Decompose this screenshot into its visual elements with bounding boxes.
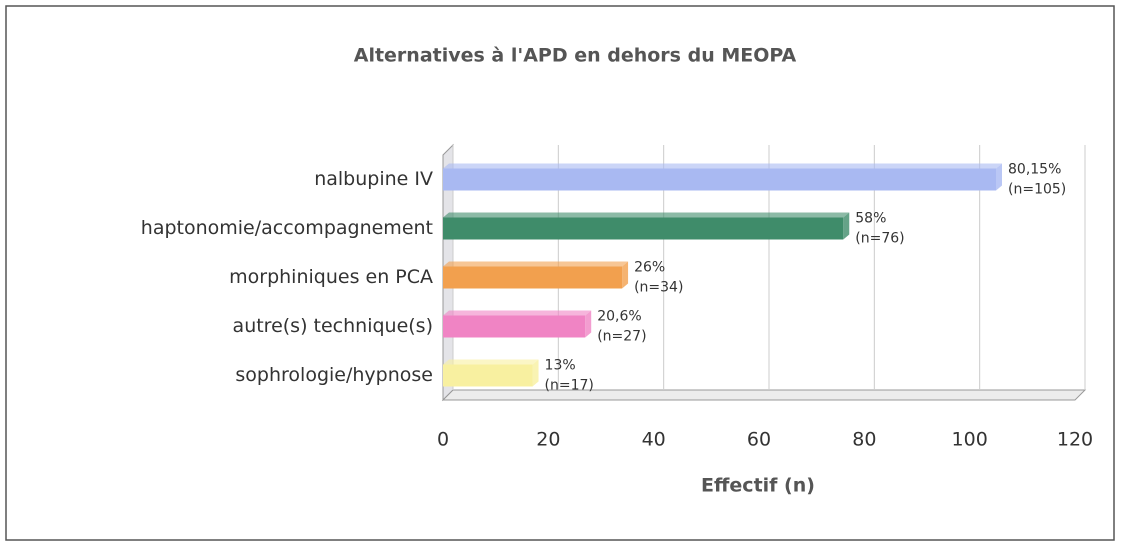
plot-floor [441,389,1087,401]
bar-side [996,163,1002,191]
bar [443,168,996,191]
bar-side [843,212,850,240]
x-tick-label: 20 [536,429,560,451]
data-label: 26% [634,260,665,276]
x-tick-label: 60 [747,429,771,451]
data-label: 20,6% [597,309,641,325]
data-label: (n=76) [855,231,904,247]
data-label: (n=17) [545,378,594,394]
data-label: (n=34) [634,280,683,296]
x-tick-label: 80 [852,429,876,451]
y-tick-label: morphiniques en PCA [229,266,433,288]
bar-side [532,359,539,387]
bar [443,364,533,387]
y-tick-label: sophrologie/hypnose [235,364,433,386]
data-label: 58% [855,211,886,227]
x-axis-title: Effectif (n) [701,475,815,497]
y-tick-label: autre(s) technique(s) [233,315,433,337]
bar-side [585,310,592,338]
x-tick-label: 40 [642,429,666,451]
x-tick-label: 120 [1057,429,1093,451]
y-tick-label: nalbupine IV [314,168,433,190]
data-label: (n=105) [1008,182,1066,198]
bar-side [622,261,629,289]
y-tick-label: haptonomie/accompagnement [141,217,433,239]
x-tick-label: 100 [952,429,988,451]
bar-top [443,310,592,316]
bar [443,315,586,338]
bar-top [443,212,850,218]
bar [443,266,623,289]
data-label: (n=27) [597,329,646,345]
chart-title: Alternatives à l'APD en dehors du MEOPA [354,45,797,67]
bar-top [443,261,629,267]
x-tick-label: 0 [437,429,449,451]
bar-top [443,163,1002,169]
data-label: 80,15% [1008,162,1061,178]
bar [443,217,844,240]
data-label: 13% [545,358,576,374]
bar-top [443,359,539,365]
